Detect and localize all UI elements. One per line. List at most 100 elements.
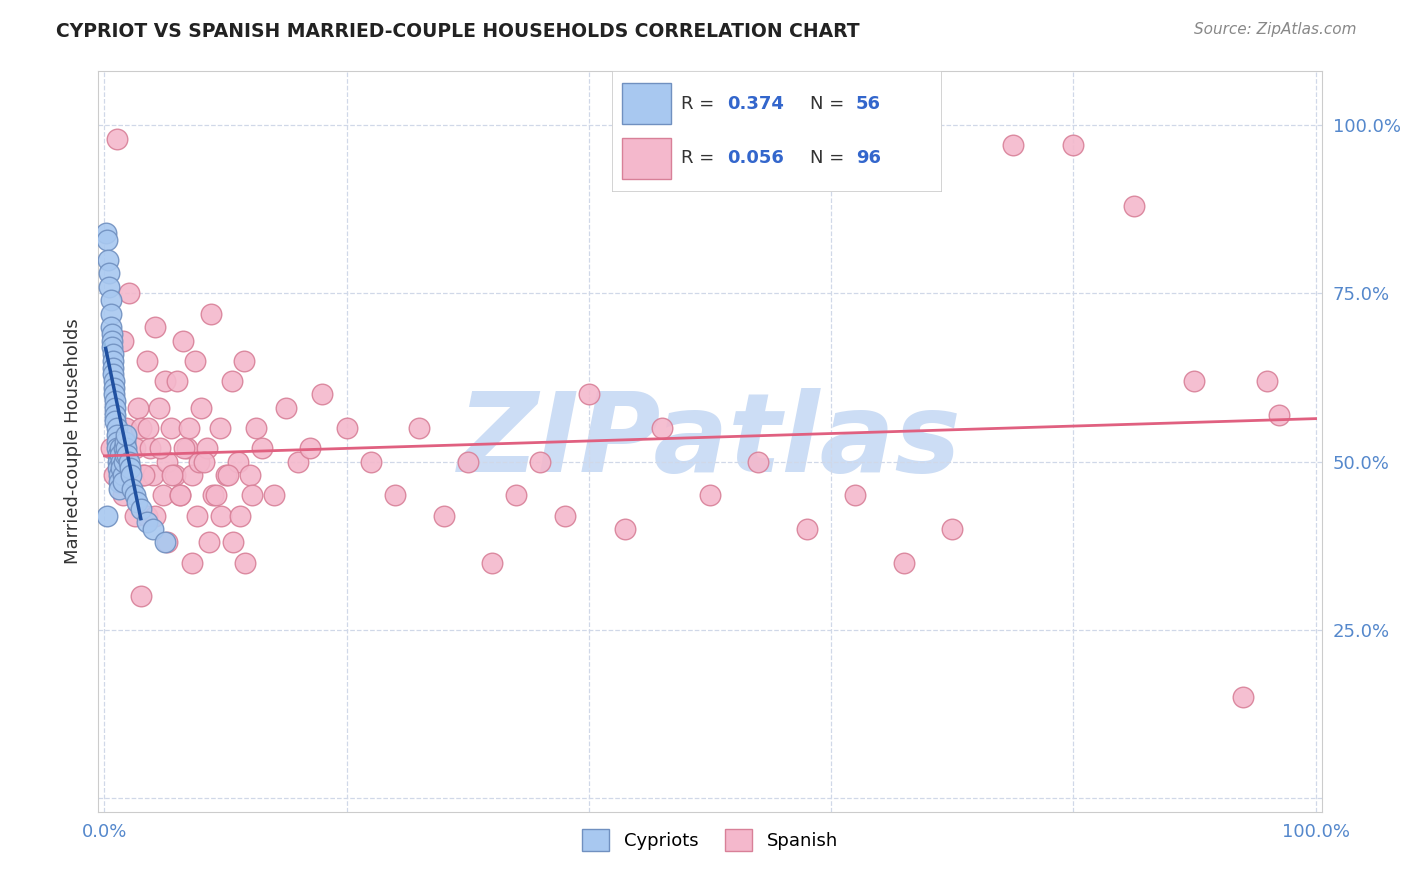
Point bbox=[136, 421, 159, 435]
Point bbox=[232, 353, 254, 368]
Point bbox=[107, 448, 129, 462]
Point bbox=[104, 401, 127, 415]
Point bbox=[844, 488, 866, 502]
Point bbox=[96, 233, 118, 247]
Point bbox=[186, 508, 208, 523]
Point bbox=[127, 401, 149, 415]
Point bbox=[94, 226, 117, 240]
Point bbox=[153, 374, 176, 388]
Point bbox=[101, 368, 124, 382]
Point bbox=[96, 508, 118, 523]
Point bbox=[747, 455, 769, 469]
Text: R =: R = bbox=[681, 95, 720, 113]
Point bbox=[221, 374, 243, 388]
Point bbox=[110, 448, 132, 462]
Point bbox=[457, 455, 479, 469]
Point bbox=[142, 522, 165, 536]
Point bbox=[176, 442, 198, 456]
Point bbox=[142, 468, 165, 483]
Point bbox=[156, 455, 179, 469]
Point bbox=[101, 353, 124, 368]
Point bbox=[614, 522, 637, 536]
Point bbox=[299, 442, 322, 456]
Point bbox=[104, 394, 127, 409]
FancyBboxPatch shape bbox=[621, 84, 671, 124]
Point bbox=[110, 455, 132, 469]
Point bbox=[245, 421, 267, 435]
Point bbox=[129, 590, 152, 604]
Point bbox=[118, 455, 141, 469]
Point bbox=[129, 421, 152, 435]
Point bbox=[156, 535, 179, 549]
Point bbox=[1062, 138, 1084, 153]
Text: 0.056: 0.056 bbox=[727, 149, 785, 167]
Point bbox=[149, 442, 172, 456]
Point bbox=[110, 461, 132, 475]
Point bbox=[578, 387, 600, 401]
Point bbox=[124, 508, 146, 523]
Point bbox=[941, 522, 963, 536]
Point bbox=[129, 501, 152, 516]
Point bbox=[105, 421, 128, 435]
Point bbox=[893, 556, 915, 570]
Point bbox=[111, 468, 134, 483]
Point bbox=[105, 427, 128, 442]
Text: 56: 56 bbox=[856, 95, 882, 113]
Point bbox=[205, 488, 228, 502]
Point bbox=[166, 374, 188, 388]
Point bbox=[132, 468, 155, 483]
Point bbox=[105, 434, 128, 449]
Point bbox=[103, 468, 125, 483]
Point bbox=[481, 556, 503, 570]
Point bbox=[115, 442, 138, 456]
Point bbox=[239, 468, 262, 483]
Point bbox=[124, 442, 146, 456]
FancyBboxPatch shape bbox=[612, 71, 942, 192]
Point bbox=[98, 279, 121, 293]
Point bbox=[287, 455, 309, 469]
Point bbox=[169, 488, 191, 502]
Text: ZIPatlas: ZIPatlas bbox=[458, 388, 962, 495]
Point bbox=[190, 401, 212, 415]
Point bbox=[110, 442, 132, 456]
Point bbox=[311, 387, 333, 401]
Point bbox=[336, 421, 359, 435]
Point bbox=[384, 488, 406, 502]
Point bbox=[202, 488, 225, 502]
Point bbox=[179, 421, 201, 435]
Point bbox=[117, 448, 139, 462]
Point bbox=[240, 488, 263, 502]
Text: R =: R = bbox=[681, 149, 720, 167]
Point bbox=[197, 535, 219, 549]
Point bbox=[100, 334, 122, 348]
Point bbox=[107, 455, 129, 469]
Point bbox=[233, 556, 256, 570]
Point bbox=[143, 508, 166, 523]
Point bbox=[153, 535, 176, 549]
Point bbox=[101, 347, 124, 361]
Point bbox=[101, 360, 124, 375]
Point bbox=[108, 468, 131, 483]
Point bbox=[111, 334, 134, 348]
Point bbox=[152, 488, 174, 502]
Text: N =: N = bbox=[810, 95, 849, 113]
Point bbox=[1232, 690, 1254, 705]
Point bbox=[100, 307, 122, 321]
Point bbox=[796, 522, 818, 536]
Point bbox=[217, 468, 239, 483]
Point bbox=[184, 353, 207, 368]
Point bbox=[100, 293, 122, 308]
Point bbox=[127, 495, 149, 509]
Point bbox=[112, 455, 135, 469]
Point bbox=[108, 455, 131, 469]
Point bbox=[114, 448, 136, 462]
Point bbox=[163, 468, 186, 483]
Point bbox=[103, 374, 125, 388]
Point bbox=[118, 286, 141, 301]
Point bbox=[104, 408, 127, 422]
Point bbox=[276, 401, 298, 415]
Point bbox=[118, 461, 141, 475]
Point bbox=[173, 442, 195, 456]
Point bbox=[120, 468, 142, 483]
Point bbox=[115, 421, 138, 435]
